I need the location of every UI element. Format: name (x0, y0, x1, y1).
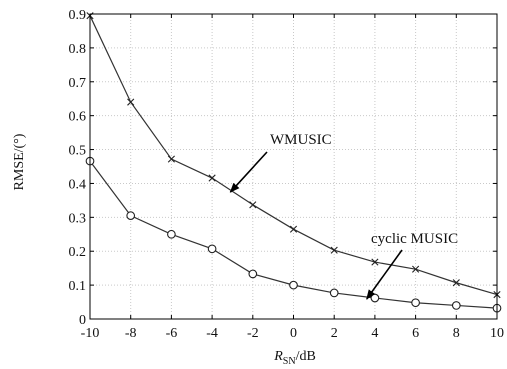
point-mark (167, 155, 175, 163)
point-mark (127, 98, 135, 106)
x-tick-label: 2 (331, 326, 338, 341)
point-mark (249, 201, 257, 209)
x-axis-title-main: R (273, 349, 283, 364)
point-wmusic (452, 279, 460, 287)
x-axis-title-sub: SN (283, 356, 296, 367)
y-tick-label: 0.1 (69, 279, 87, 294)
point-wmusic (208, 174, 216, 182)
x-tick-label: -4 (206, 326, 218, 341)
annotation-label-wmusic: WMUSIC (270, 132, 332, 148)
y-tick-label: 0.5 (69, 144, 87, 159)
point-mark (289, 225, 298, 233)
point-wmusic (371, 258, 379, 266)
point-cyclic-music (411, 298, 420, 308)
x-tick-label: 10 (490, 326, 504, 341)
x-tick-label: -2 (247, 326, 259, 341)
point-mark (452, 279, 460, 287)
point-cyclic-music (167, 229, 176, 239)
x-axis-title: RSN/dB (273, 349, 316, 367)
annotation-arrow-cyclic-music (366, 249, 403, 300)
series-layer (85, 12, 502, 313)
y-tick-label: 0.2 (69, 245, 87, 260)
point-cyclic-music (207, 244, 217, 254)
y-tick-label: 0 (79, 313, 86, 328)
x-tick-label: -8 (125, 326, 137, 341)
point-cyclic-music (329, 288, 339, 298)
annotations: WMUSIC cyclic MUSIC (229, 132, 458, 300)
y-tick-label: 0.6 (69, 110, 87, 125)
y-tick-label: 0.4 (69, 177, 87, 192)
x-tick-label: 4 (371, 326, 378, 341)
x-tick-label: 8 (453, 326, 460, 341)
point-cyclic-music (370, 293, 380, 303)
annotation-arrow-wmusic (229, 151, 268, 193)
annotation-label-cyclic-music: cyclic MUSIC (371, 231, 458, 247)
point-mark (371, 258, 379, 266)
point-mark (208, 174, 216, 182)
point-mark (330, 246, 338, 254)
x-tick-label: -6 (166, 326, 178, 341)
point-wmusic (249, 201, 257, 209)
axis-ticks (89, 13, 498, 320)
tick-labels: -10 -8 -6 -4 -2 0 2 4 6 8 10 0 0.1 0.2 0.3 0.4 0.5 0.6 0.7… (69, 8, 505, 341)
series-wmusic (86, 12, 501, 299)
x-tick-label: 0 (290, 326, 297, 341)
point-cyclic-music (451, 301, 461, 310)
y-tick-label: 0.7 (69, 76, 87, 91)
y-tick-label: 0.8 (69, 42, 87, 57)
point-wmusic (289, 225, 298, 233)
x-tick-label: 6 (412, 326, 419, 341)
point-wmusic (330, 246, 338, 254)
y-tick-label: 0.9 (69, 8, 87, 23)
point-wmusic (167, 155, 175, 163)
point-cyclic-music (289, 280, 298, 290)
x-axis-title-unit: /dB (296, 349, 316, 364)
x-tick-label: -10 (81, 326, 100, 341)
grid-lines (89, 13, 498, 320)
point-mark (412, 265, 420, 273)
y-tick-label: 0.3 (69, 211, 87, 226)
point-cyclic-music (126, 211, 136, 220)
y-axis-title: RMSE/(°) (12, 133, 27, 190)
point-wmusic (127, 98, 135, 106)
point-cyclic-music (248, 269, 258, 279)
point-wmusic (412, 265, 420, 273)
